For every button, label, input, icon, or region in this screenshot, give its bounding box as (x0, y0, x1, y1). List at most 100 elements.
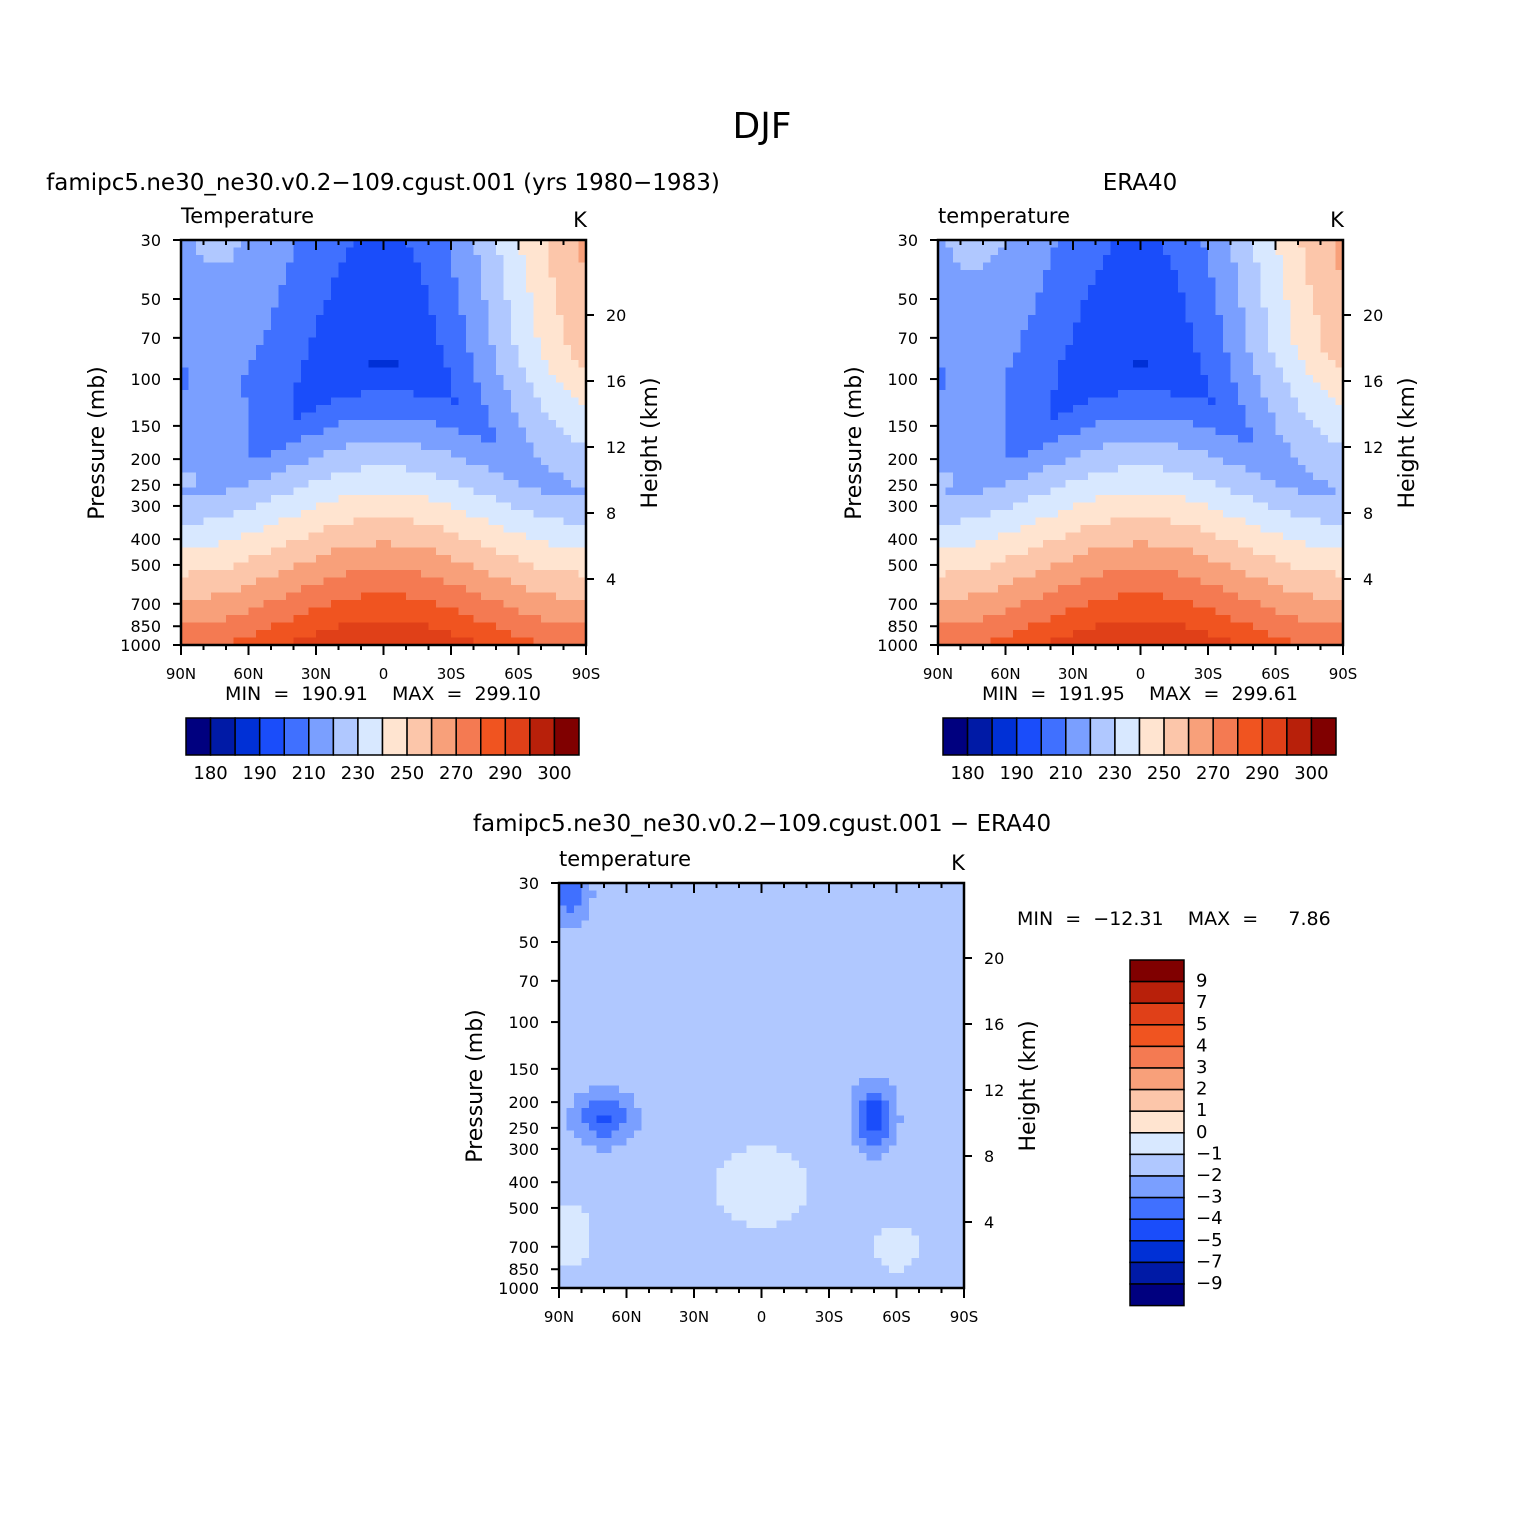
field-cell (271, 360, 280, 369)
field-cell (1088, 427, 1097, 436)
field-cell (1125, 480, 1134, 489)
field-cell (1200, 322, 1209, 331)
field-cell (376, 427, 385, 436)
field-cell (233, 345, 242, 354)
field-cell (248, 337, 257, 346)
field-cell (1065, 495, 1074, 504)
field-cell (503, 315, 512, 324)
field-cell (548, 292, 557, 301)
field-cell (188, 592, 197, 601)
field-cell (968, 495, 977, 504)
field-cell (301, 547, 310, 556)
field-cell (1020, 337, 1029, 346)
field-cell (1253, 285, 1262, 294)
field-cell (451, 270, 460, 279)
field-cell (1140, 435, 1149, 444)
field-cell (1148, 247, 1157, 256)
field-cell (1178, 420, 1187, 429)
field-cell (413, 322, 422, 331)
field-cell (1215, 420, 1224, 429)
field-cell (1110, 390, 1119, 399)
field-cell (188, 412, 197, 421)
field-cell (271, 585, 280, 594)
field-cell (331, 562, 340, 571)
panel-model-axes: 90N 60N 30N 0 30S 60S 90S305070100150200250300… (120, 231, 626, 683)
field-cell (1163, 240, 1172, 249)
field-cell (998, 247, 1007, 256)
field-cell (368, 285, 377, 294)
field-cell (353, 592, 362, 601)
field-cell (1028, 487, 1037, 496)
field-cell (496, 457, 505, 466)
field-cell (488, 420, 497, 429)
field-cell (541, 562, 550, 571)
field-cell (481, 465, 490, 474)
field-cell (526, 382, 535, 391)
field-cell (443, 405, 452, 414)
field-cell (241, 315, 250, 324)
field-cell (436, 262, 445, 271)
field-cell (1005, 510, 1014, 519)
field-cell (1185, 457, 1194, 466)
field-cell (226, 315, 235, 324)
field-cell (1095, 247, 1104, 256)
field-cell (488, 240, 497, 249)
field-cell (481, 502, 490, 511)
field-cell (293, 457, 302, 466)
field-cell (406, 322, 415, 331)
field-cell (278, 412, 287, 421)
field-cell (1328, 330, 1337, 339)
field-cell (181, 322, 190, 331)
field-cell (391, 547, 400, 556)
field-cell (1193, 270, 1202, 279)
field-cell (945, 247, 954, 256)
field-cell (1028, 285, 1037, 294)
field-cell (391, 607, 400, 616)
field-cell (511, 360, 520, 369)
field-cell (368, 510, 377, 519)
field-cell (541, 495, 550, 504)
field-cell (226, 427, 235, 436)
field-cell (1223, 502, 1232, 511)
field-cell (466, 607, 475, 616)
field-cell (218, 540, 227, 549)
field-cell (1043, 322, 1052, 331)
field-cell (1110, 307, 1119, 316)
field-cell (960, 480, 969, 489)
x-tick-label: 90S (572, 665, 601, 683)
field-cell (413, 577, 422, 586)
field-cell (975, 345, 984, 354)
field-cell (248, 285, 257, 294)
field-cell (983, 405, 992, 414)
field-cell (473, 480, 482, 489)
field-cell (1043, 277, 1052, 286)
field-cell (203, 487, 212, 496)
field-cell (308, 292, 317, 301)
field-cell (1110, 375, 1119, 384)
field-cell (226, 510, 235, 519)
field-cell (211, 607, 220, 616)
field-cell (428, 517, 437, 526)
field-cell (263, 502, 272, 511)
field-cell (541, 525, 550, 534)
field-cell (413, 487, 422, 496)
field-cell (1260, 360, 1269, 369)
field-cell (1185, 322, 1194, 331)
field-cell (1230, 322, 1239, 331)
field-cell (346, 345, 355, 354)
field-cell (1080, 457, 1089, 466)
field-cell (975, 495, 984, 504)
field-cell (1268, 262, 1277, 271)
field-cell (421, 367, 430, 376)
field-cell (278, 270, 287, 279)
field-cell (1253, 397, 1262, 406)
field-cell (548, 457, 557, 466)
field-cell (383, 375, 392, 384)
field-cell (1133, 352, 1142, 361)
colorbar-swatch (504, 717, 531, 756)
field-cell (316, 607, 325, 616)
field-cell (181, 247, 190, 256)
field-cell (196, 292, 205, 301)
field-cell (960, 270, 969, 279)
field-cell (286, 300, 295, 309)
